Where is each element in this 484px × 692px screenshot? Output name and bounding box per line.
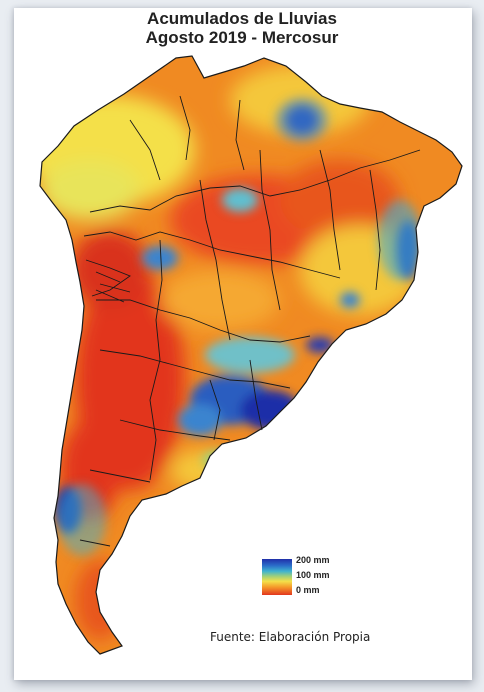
legend-label-200: 200 mm <box>296 555 330 565</box>
legend: 200 mm 100 mm 0 mm <box>258 553 368 601</box>
source-caption: Fuente: Elaboración Propia <box>210 630 371 644</box>
map-title: Acumulados de Lluvias <box>147 9 337 28</box>
political-borders <box>39 55 463 655</box>
legend-label-100: 100 mm <box>296 570 330 580</box>
map-subtitle: Agosto 2019 - Mercosur <box>145 28 339 47</box>
precipitation-field <box>40 56 462 654</box>
legend-color-bar <box>262 559 292 595</box>
legend-label-0: 0 mm <box>296 585 320 595</box>
